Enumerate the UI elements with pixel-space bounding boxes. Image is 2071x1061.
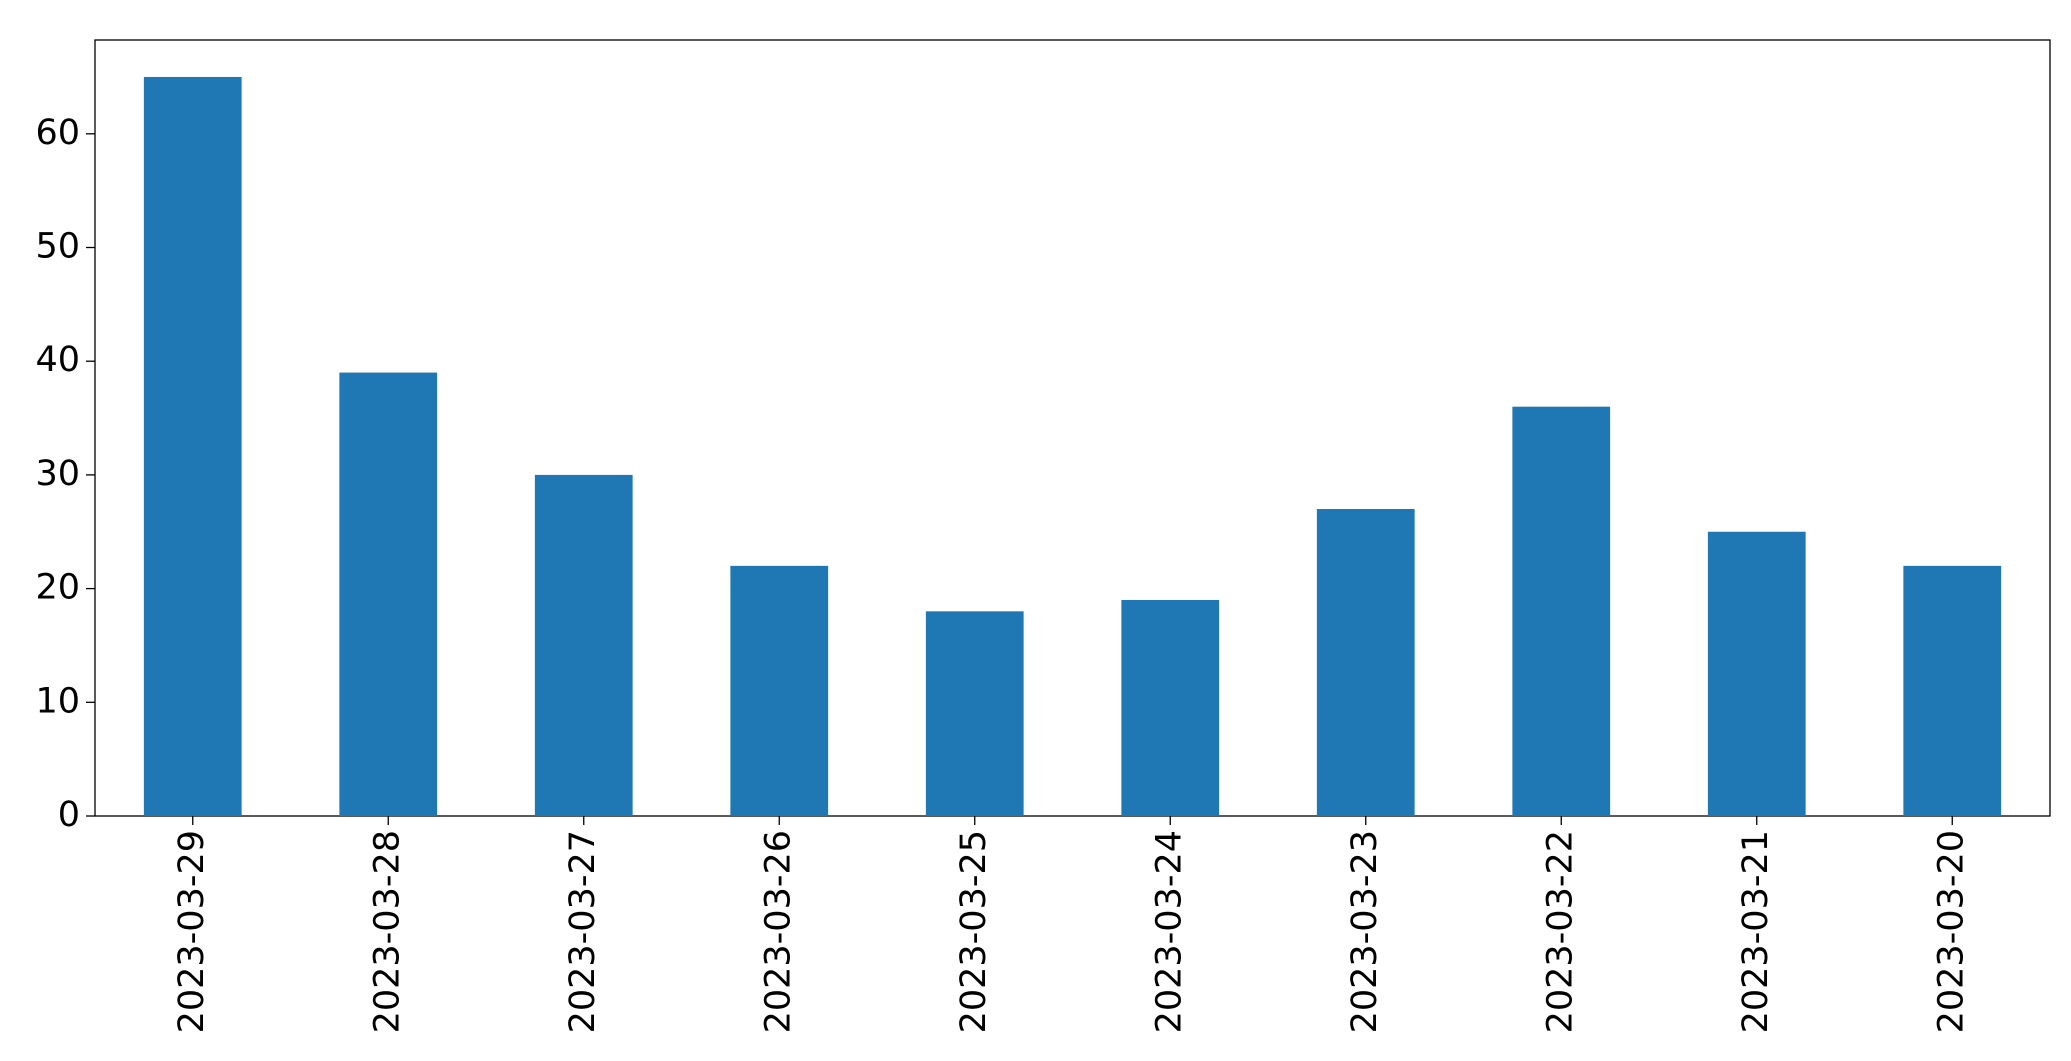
y-tick-label: 0 [58,795,80,835]
plot-frame [94,39,2051,817]
bar [1512,406,1611,816]
bar [1903,565,2002,816]
x-tick-label: 2023-03-20 [1931,830,1971,1033]
bar [1316,509,1415,816]
bar [143,76,242,816]
bar [1707,531,1806,816]
x-tick-label: 2023-03-21 [1736,830,1776,1033]
bar [339,372,438,816]
x-tick-label: 2023-03-23 [1345,830,1385,1033]
x-tick-label: 2023-03-28 [367,830,407,1033]
x-tick-label: 2023-03-22 [1540,830,1580,1033]
y-tick-label: 10 [35,681,80,721]
bar [1121,599,1220,816]
x-tick-label: 2023-03-26 [758,830,798,1033]
x-tick-label: 2023-03-27 [563,830,603,1033]
bar [534,474,633,816]
y-tick-label: 50 [35,227,80,267]
x-tick-label: 2023-03-29 [172,830,212,1033]
x-tick-label: 2023-03-25 [954,830,994,1033]
x-tick-label: 2023-03-24 [1149,830,1189,1033]
bar [730,565,829,816]
y-tick-label: 60 [35,113,80,153]
y-tick-label: 30 [35,454,80,494]
y-tick-label: 40 [35,340,80,380]
y-tick-label: 20 [35,568,80,608]
bar [925,611,1024,816]
